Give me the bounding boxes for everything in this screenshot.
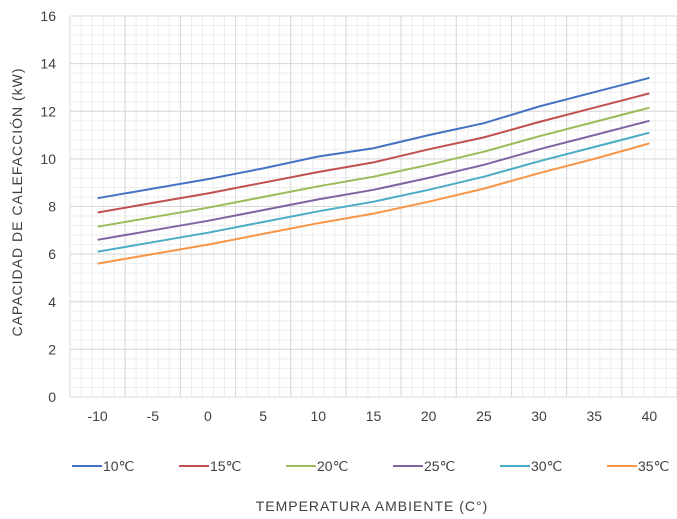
series-line-5 [97,131,650,253]
x-tick-label: 30 [531,408,547,424]
x-tick-label: 10 [311,408,327,424]
x-tick-label: 20 [421,408,437,424]
y-tick-label: 10 [40,151,56,167]
x-tick-label: 0 [204,408,212,424]
series-line-1 [97,76,650,200]
y-tick-label: 2 [48,341,56,357]
x-tick-label: 25 [476,408,492,424]
legend-label: 30℃ [531,458,562,474]
y-tick-label: 12 [40,103,56,119]
y-tick-label: 16 [40,8,56,24]
legend: 10℃ 15℃ 20℃ 25℃ 30℃ 35℃ [72,458,669,474]
series-line-2 [97,92,650,214]
legend-label: 15℃ [210,458,241,474]
legend-label: 10℃ [103,458,134,474]
legend-label: 35℃ [638,458,669,474]
series-lines [97,76,650,265]
y-tick-label: 8 [48,199,56,215]
series-line-6 [97,142,650,265]
y-tick-label: 0 [48,389,56,405]
x-tick-label: -5 [147,408,160,424]
y-axis-tick-labels: 0 2 4 6 8 10 12 14 16 [40,8,56,405]
x-tick-label: 5 [259,408,267,424]
x-axis-tick-labels: -10 -5 0 5 10 15 20 25 30 35 40 [87,408,657,424]
x-tick-label: 35 [586,408,602,424]
x-axis-title: TEMPERATURA AMBIENTE (C°) [256,498,489,514]
legend-label: 20℃ [317,458,348,474]
y-tick-label: 6 [48,246,56,262]
major-gridlines [69,15,677,398]
y-tick-label: 14 [40,56,56,72]
y-axis-title: CAPACIDAD DE CALEFACCIÓN (kW) [9,67,25,336]
y-tick-label: 4 [48,294,56,310]
x-tick-label: -10 [87,408,107,424]
x-tick-label: 40 [642,408,658,424]
series-line-4 [97,119,650,241]
series-line-3 [97,106,650,228]
x-tick-label: 15 [366,408,382,424]
legend-label: 25℃ [424,458,455,474]
